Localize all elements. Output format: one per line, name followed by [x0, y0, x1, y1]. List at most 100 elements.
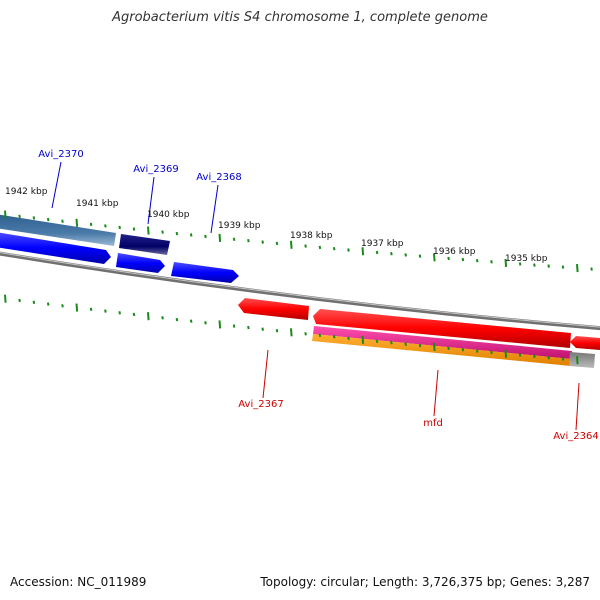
feature-avi-2370-bar[interactable]	[0, 214, 116, 246]
tick-label: 1936 kbp	[433, 247, 476, 257]
tick-labels: 1942 kbp 1941 kbp 1940 kbp 1939 kbp 1938 kbp…	[5, 187, 548, 264]
minor-tick	[118, 225, 121, 230]
minor-tick	[204, 234, 207, 239]
tick-label: 1938 kbp	[290, 231, 333, 241]
minor-tick	[175, 317, 179, 322]
feature-avi-2369-bar[interactable]	[119, 234, 170, 255]
inner-ticks	[4, 294, 579, 365]
minor-tick	[189, 319, 193, 323]
minor-tick	[61, 219, 64, 223]
minor-tick	[447, 346, 450, 351]
gene-label-leader	[262, 349, 269, 399]
major-tick	[576, 264, 579, 273]
minor-tick	[32, 216, 36, 220]
minor-tick	[275, 329, 279, 333]
minor-tick	[89, 222, 93, 227]
minor-tick	[275, 241, 279, 246]
feature-dark-gray-bar[interactable]	[569, 352, 595, 368]
minor-tick	[318, 245, 322, 250]
feature-avi-2367-bar[interactable]	[238, 298, 309, 320]
tick-label: 1940 kbp	[147, 210, 190, 220]
gene-label[interactable]: mfd	[423, 418, 443, 429]
gene-label[interactable]: Avi_2364	[553, 431, 598, 442]
minor-tick	[518, 353, 522, 357]
minor-tick	[175, 231, 179, 236]
minor-tick	[404, 253, 407, 257]
major-tick	[361, 247, 365, 256]
major-tick	[75, 303, 79, 312]
minor-tick	[204, 321, 207, 325]
major-tick	[504, 349, 508, 358]
major-tick	[4, 294, 7, 303]
major-tick	[290, 240, 293, 249]
minor-tick	[18, 298, 21, 303]
minor-tick	[247, 238, 250, 243]
minor-tick	[318, 333, 322, 338]
minor-tick	[375, 339, 379, 343]
major-tick	[433, 342, 436, 352]
outer-ticks	[4, 210, 593, 273]
minor-tick	[418, 254, 422, 258]
tick-label: 1941 kbp	[76, 199, 119, 209]
minor-tick	[261, 240, 264, 244]
minor-tick	[561, 357, 565, 361]
minor-tick	[347, 248, 350, 252]
minor-tick	[46, 217, 50, 222]
minor-tick	[590, 267, 593, 271]
gene-label[interactable]: Avi_2369	[133, 164, 178, 175]
tick-label: 1935 kbp	[505, 254, 548, 264]
minor-tick	[475, 349, 479, 353]
minor-tick	[32, 300, 36, 304]
minor-tick	[304, 244, 307, 248]
gene-label[interactable]: Avi_2367	[238, 399, 283, 410]
minor-tick	[104, 309, 107, 313]
minor-tick	[547, 264, 550, 268]
minor-tick	[461, 348, 465, 352]
minor-tick	[247, 325, 250, 330]
minor-tick	[533, 354, 536, 359]
minor-tick	[490, 260, 493, 264]
minor-tick	[518, 262, 522, 266]
minor-tick	[533, 263, 536, 267]
summary-text: Topology: circular; Length: 3,726,375 bp…	[260, 575, 590, 589]
feature-reverse-cds-long[interactable]	[313, 309, 571, 348]
major-tick	[147, 312, 150, 321]
minor-tick	[304, 332, 307, 336]
major-tick	[147, 226, 150, 235]
feature-forward-cds-1[interactable]	[0, 232, 111, 264]
major-tick	[218, 320, 222, 329]
gene-label-leader	[433, 369, 439, 417]
genome-backbone	[0, 251, 600, 331]
major-tick	[504, 258, 508, 267]
feature-forward-cds-3[interactable]	[171, 262, 239, 283]
major-tick	[290, 328, 293, 337]
gene-label-leader	[210, 184, 219, 234]
minor-tick	[490, 350, 493, 355]
feature-forward-cds-2[interactable]	[116, 253, 165, 273]
minor-tick	[332, 335, 336, 339]
tick-label: 1942 kbp	[5, 187, 48, 197]
feature-avi-2364-bar[interactable]	[570, 336, 600, 350]
forward-features	[0, 214, 239, 283]
map-title: Agrobacterium vitis S4 chromosome 1, com…	[112, 10, 488, 25]
major-tick	[75, 218, 79, 227]
genome-backbone-highlight	[0, 252, 600, 328]
minor-tick	[261, 327, 264, 331]
minor-tick	[132, 312, 136, 317]
minor-tick	[390, 252, 393, 256]
minor-tick	[118, 311, 121, 315]
minor-tick	[332, 247, 336, 251]
minor-tick	[18, 214, 21, 218]
minor-tick	[561, 265, 565, 269]
minor-tick	[104, 224, 107, 228]
minor-tick	[475, 259, 479, 263]
minor-tick	[232, 237, 236, 241]
major-tick	[576, 356, 579, 365]
gene-label[interactable]: Avi_2370	[38, 149, 83, 160]
gene-label-leader	[51, 161, 62, 209]
gene-label[interactable]: Avi_2368	[196, 172, 241, 183]
feature-mfd-magenta-bar[interactable]	[313, 326, 572, 359]
minor-tick	[46, 302, 50, 306]
